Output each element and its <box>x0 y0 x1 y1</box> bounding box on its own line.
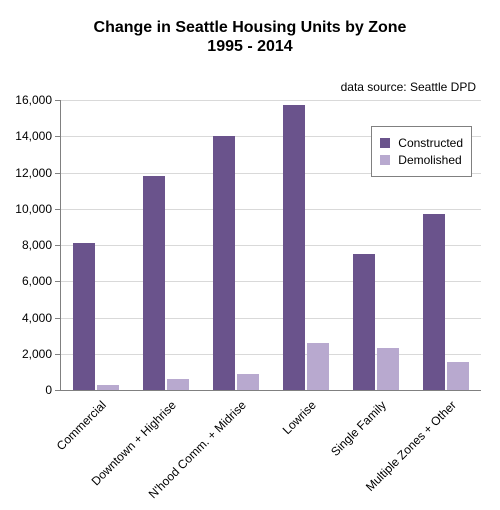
legend-label: Constructed <box>398 136 463 150</box>
chart-title-line2: 1995 - 2014 <box>0 37 500 56</box>
y-tick-mark <box>55 390 60 391</box>
y-tick-mark <box>55 173 60 174</box>
y-tick-mark <box>55 318 60 319</box>
legend: Constructed Demolished <box>371 126 472 177</box>
gridline <box>61 209 481 210</box>
bar-demolished <box>447 362 469 390</box>
y-tick-mark <box>55 100 60 101</box>
y-tick-mark <box>55 209 60 210</box>
gridline <box>61 100 481 101</box>
gridline <box>61 245 481 246</box>
bar-demolished <box>377 348 399 390</box>
bar-constructed <box>353 254 375 390</box>
y-tick-mark <box>55 354 60 355</box>
legend-item: Demolished <box>380 153 463 167</box>
chart-container: Change in Seattle Housing Units by Zone … <box>0 0 500 510</box>
legend-swatch <box>380 155 390 165</box>
gridline <box>61 281 481 282</box>
bar-constructed <box>283 105 305 390</box>
y-tick-mark <box>55 281 60 282</box>
y-tick-label: 16,000 <box>15 93 52 107</box>
bar-demolished <box>97 385 119 390</box>
bar-constructed <box>423 214 445 390</box>
y-tick-label: 8,000 <box>22 238 52 252</box>
bar-demolished <box>237 374 259 390</box>
data-source-label: data source: Seattle DPD <box>341 80 476 94</box>
gridline <box>61 354 481 355</box>
gridline <box>61 318 481 319</box>
chart-title: Change in Seattle Housing Units by Zone … <box>0 18 500 56</box>
y-tick-label: 2,000 <box>22 347 52 361</box>
legend-swatch <box>380 138 390 148</box>
bar-demolished <box>307 343 329 390</box>
bar-demolished <box>167 379 189 390</box>
bar-constructed <box>73 243 95 390</box>
y-tick-label: 12,000 <box>15 166 52 180</box>
legend-item: Constructed <box>380 136 463 150</box>
chart-title-line1: Change in Seattle Housing Units by Zone <box>0 18 500 37</box>
y-tick-label: 6,000 <box>22 274 52 288</box>
y-tick-mark <box>55 136 60 137</box>
bar-constructed <box>143 176 165 390</box>
y-tick-label: 0 <box>45 383 52 397</box>
y-tick-mark <box>55 245 60 246</box>
y-tick-label: 10,000 <box>15 202 52 216</box>
bar-constructed <box>213 136 235 390</box>
y-tick-label: 14,000 <box>15 129 52 143</box>
legend-label: Demolished <box>398 153 461 167</box>
y-tick-label: 4,000 <box>22 311 52 325</box>
